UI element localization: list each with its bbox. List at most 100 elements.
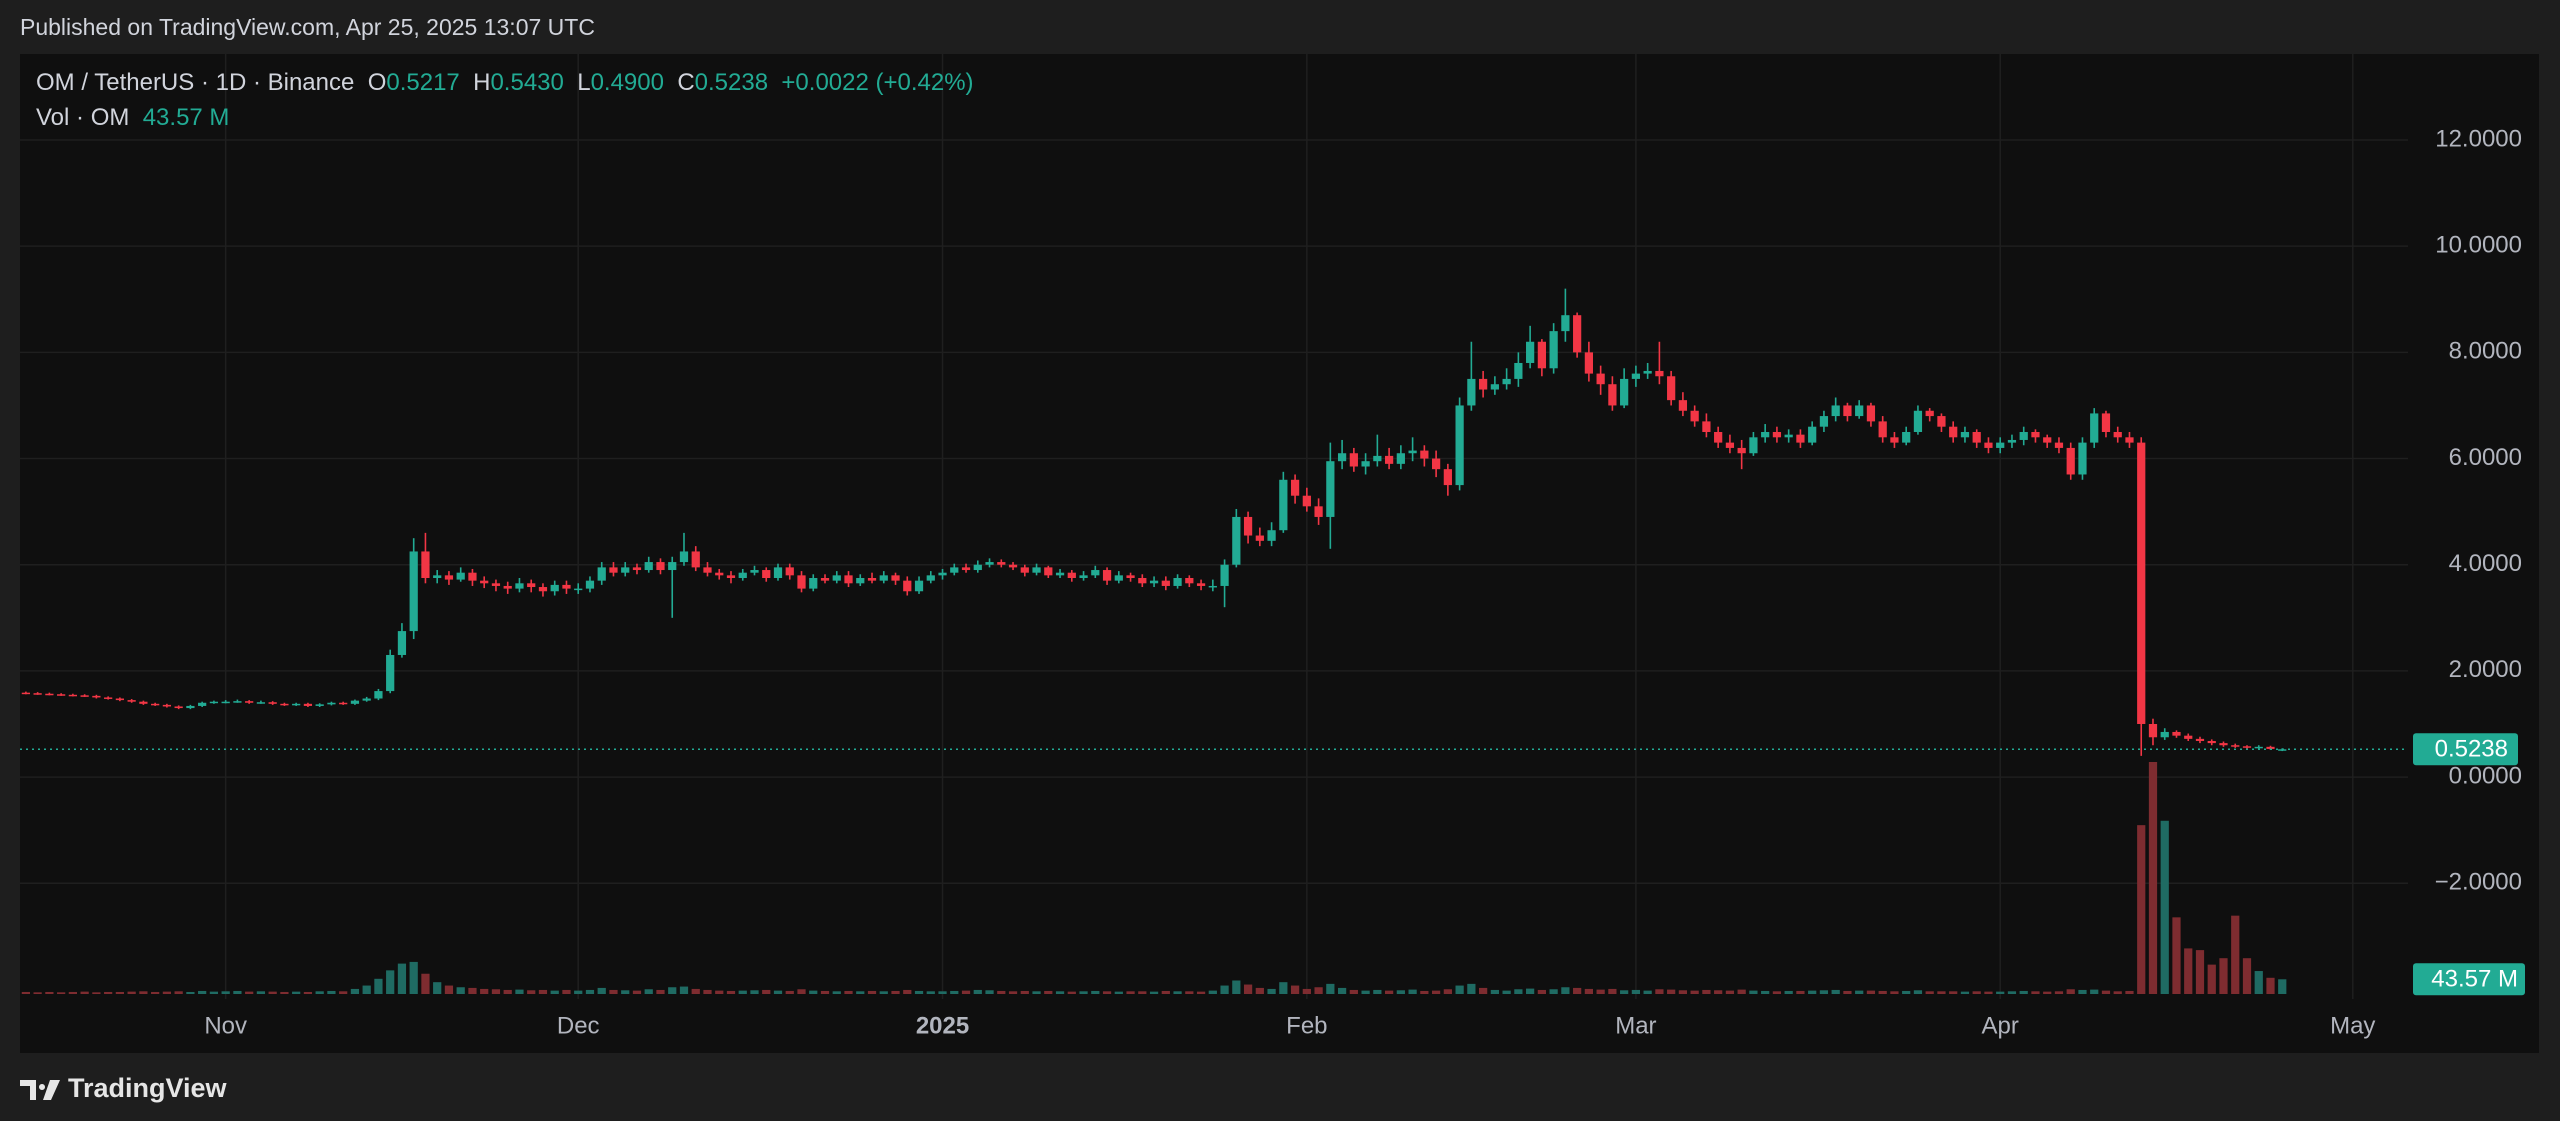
candle-body — [2254, 746, 2263, 749]
candle-body — [1631, 373, 1641, 379]
candle-body — [1561, 315, 1570, 332]
candle-body — [1678, 400, 1688, 411]
candle-body — [162, 704, 172, 707]
candle-body — [21, 692, 30, 695]
candle-body — [362, 698, 371, 701]
x-tick-label: Feb — [1286, 1012, 1327, 1039]
volume-bar — [1255, 987, 1264, 994]
candle-body — [174, 706, 183, 709]
volume-bar — [832, 991, 841, 994]
volume-bar — [938, 991, 947, 994]
volume-bar — [2125, 990, 2134, 994]
candle-body — [2007, 439, 2017, 443]
volume-bar — [1960, 991, 1970, 994]
volume-bar — [1149, 991, 1159, 994]
volume-bar — [527, 990, 536, 994]
candle-body — [374, 691, 383, 699]
volume-bar — [973, 989, 982, 994]
candle-body — [820, 577, 830, 581]
candle-body — [315, 704, 324, 706]
volume-bar — [668, 987, 677, 994]
volume-bar — [1279, 982, 1288, 994]
candle-body — [1102, 570, 1112, 581]
candle-body — [1490, 384, 1499, 390]
volume-bar — [1949, 991, 1958, 994]
candle-body — [45, 693, 54, 696]
volume-value: 43.57 M — [142, 104, 230, 131]
volume-bar — [115, 991, 125, 994]
volume-bar — [433, 982, 442, 994]
candle-body — [2125, 437, 2134, 443]
volume-bar — [820, 990, 830, 994]
x-tick-label: May — [2330, 1012, 2375, 1039]
candle-body — [2242, 746, 2252, 748]
volume-bar — [738, 990, 747, 994]
volume-bar — [2019, 990, 2028, 994]
candle-body — [597, 567, 606, 581]
y-tick-label: 2.0000 — [2449, 656, 2522, 683]
candle-body — [2019, 432, 2028, 440]
volume-bar — [1714, 990, 1723, 994]
volume-bar — [809, 990, 818, 994]
candle-body — [715, 572, 724, 576]
brand: TradingView — [20, 1073, 227, 1104]
candle-body — [327, 702, 336, 705]
volume-bar — [1326, 983, 1335, 994]
x-tick-label: Mar — [1615, 1012, 1656, 1039]
candle-body — [2137, 442, 2146, 724]
candle-body — [421, 551, 430, 578]
volume-bar — [609, 989, 618, 994]
change-value: +0.0022 (+0.42%) — [781, 69, 974, 96]
volume-bar — [679, 986, 689, 994]
y-tick-label: 8.0000 — [2449, 338, 2522, 365]
candle-body — [1819, 416, 1829, 427]
candle-body — [1443, 469, 1452, 486]
volume-bar — [1561, 987, 1570, 994]
volume-bar — [362, 985, 371, 994]
candle-body — [1114, 575, 1123, 581]
volume-bar — [785, 990, 794, 994]
candle-body — [844, 575, 853, 584]
volume-bar — [585, 989, 595, 994]
volume-bar — [1314, 987, 1323, 994]
volume-bar — [2172, 917, 2181, 994]
volume-bar — [1373, 989, 1382, 994]
volume-bar — [1608, 988, 1617, 994]
candle-body — [1855, 405, 1864, 417]
candle-body — [1138, 577, 1147, 584]
volume-bar — [867, 990, 877, 994]
candle-body — [750, 570, 759, 573]
volume-bar — [503, 989, 512, 994]
candle-body — [444, 575, 454, 580]
candle-body — [1796, 434, 1805, 443]
volume-bar — [245, 991, 254, 994]
volume-bar — [879, 991, 888, 994]
candle-body — [985, 562, 994, 565]
volume-bar — [1772, 991, 1782, 994]
candle-body — [1737, 447, 1746, 454]
volume-bar — [1055, 991, 1065, 994]
volume-bar — [538, 989, 548, 994]
volume-bar — [1408, 989, 1417, 994]
volume-bar — [1467, 983, 1476, 994]
y-tick-label: 0.0000 — [2449, 762, 2522, 789]
candle-body — [938, 572, 947, 576]
volume-bar — [2007, 991, 2017, 994]
candle-body — [1091, 570, 1100, 576]
volume-bar — [726, 990, 736, 994]
volume-bar — [2266, 977, 2275, 994]
candle-body — [2219, 743, 2228, 746]
candle-body — [2231, 745, 2240, 747]
candle-body — [2066, 447, 2075, 475]
volume-bar — [1996, 991, 2005, 994]
volume-bar — [1667, 989, 1676, 994]
volume-bar — [2278, 979, 2287, 994]
candle-body — [1937, 416, 1946, 427]
chart-panel — [20, 54, 2539, 1053]
volume-bar — [1890, 991, 1899, 994]
volume-bar — [1020, 990, 1029, 994]
volume-bar — [961, 990, 971, 994]
candle-body — [1008, 564, 1018, 568]
candle-body — [867, 577, 877, 581]
y-tick-label: 4.0000 — [2449, 550, 2522, 577]
